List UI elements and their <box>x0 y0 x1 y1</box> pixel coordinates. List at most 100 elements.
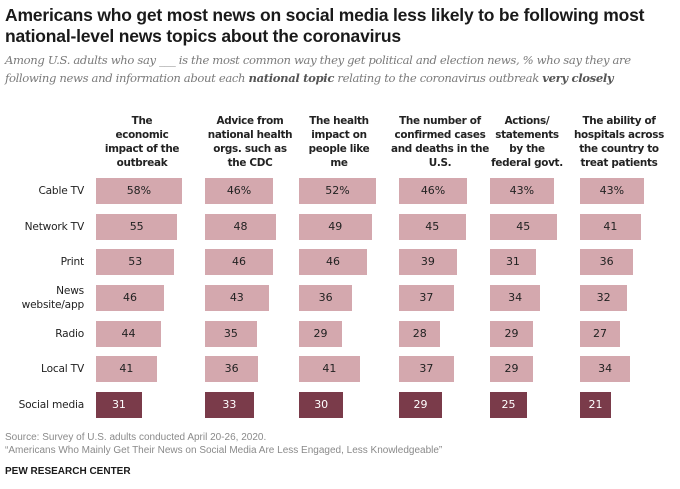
bar <box>299 392 344 418</box>
chart-title: Americans who get most news on social me… <box>5 5 645 46</box>
column-header: Actions/statements by the federal govt. <box>472 114 582 170</box>
bar-value-label: 43% <box>599 184 625 197</box>
bar-value-label: 41 <box>603 220 618 233</box>
bar-value-label: 36 <box>224 362 239 375</box>
column-header: Advice from national health orgs. such as t… <box>195 114 305 170</box>
bar-value-label: 41 <box>119 362 134 375</box>
bar-value-label: 29 <box>504 362 519 375</box>
bar-value-label: 28 <box>412 327 427 340</box>
bar <box>205 178 274 204</box>
bar <box>580 214 641 240</box>
bar <box>399 178 468 204</box>
bar <box>399 321 441 347</box>
column-header-line: the CDC <box>227 157 273 169</box>
bar <box>490 249 536 275</box>
bar-value-label: 32 <box>596 291 611 304</box>
bar <box>580 321 620 347</box>
bar <box>96 321 162 347</box>
row-label: Network TV <box>0 220 85 234</box>
column-header-line: people like <box>308 143 370 155</box>
column-header-line: impact of the <box>104 143 180 155</box>
column-header-line: The number of <box>399 115 481 127</box>
row-label-line: Social media <box>18 399 85 411</box>
row-label: Radio <box>0 327 84 341</box>
column-header: The economic impact of the outbreak <box>87 114 197 170</box>
bar-value-label: 48 <box>233 220 248 233</box>
bar-value-label: 35 <box>223 327 238 340</box>
bar <box>205 356 259 382</box>
column-header-line: economic <box>115 129 169 141</box>
bar <box>205 249 274 275</box>
subtitle-text-1: Among U.S. adults who say ___ is the mos… <box>5 53 631 85</box>
bar-value-label: 36 <box>318 291 333 304</box>
bar-value-label: 36 <box>599 255 614 268</box>
bar <box>490 285 541 311</box>
row-label: Social media <box>0 398 85 412</box>
report-title: “Americans Who Mainly Get Their News on … <box>5 445 443 456</box>
bar <box>299 356 360 382</box>
bar <box>96 356 157 382</box>
bar <box>205 392 254 418</box>
bar-value-label: 46% <box>420 184 446 197</box>
column-header-line: the country to <box>579 143 659 155</box>
bar-value-label: 44 <box>121 327 136 340</box>
bar-value-label: 43% <box>509 184 535 197</box>
bar <box>299 285 353 311</box>
bar-value-label: 33 <box>222 398 237 411</box>
bar <box>299 214 372 240</box>
row-label: Local TV <box>0 362 84 376</box>
bar <box>399 285 454 311</box>
bar-value-label: 45 <box>425 220 440 233</box>
column-header-line: orgs. such as <box>213 143 287 155</box>
bar-value-label: 55 <box>129 220 144 233</box>
bar-value-label: 41 <box>322 362 337 375</box>
bar-value-label: 37 <box>419 291 434 304</box>
bar-value-label: 49 <box>328 220 343 233</box>
bar <box>399 392 442 418</box>
subtitle-bold-national-topic: national topic <box>248 71 335 85</box>
bar <box>205 321 257 347</box>
column-header-line: U.S. <box>428 157 452 169</box>
bar-value-label: 34 <box>508 291 523 304</box>
bar <box>490 321 533 347</box>
column-header-line: Actions/ <box>504 115 550 127</box>
column-header-line: Advice from <box>216 115 284 127</box>
bar-value-label: 29 <box>313 327 328 340</box>
bar <box>490 356 533 382</box>
column-header-line: federal govt. <box>491 157 563 169</box>
column-header-line: outbreak <box>116 157 168 169</box>
row-label: News website/app <box>0 284 85 312</box>
row-label-line: Cable TV <box>38 185 84 197</box>
bar-value-label: 39 <box>420 255 435 268</box>
row-label-line: Network TV <box>24 221 85 233</box>
bar-value-label: 29 <box>504 327 519 340</box>
column-header-line: The health <box>309 115 369 127</box>
bar <box>96 178 182 204</box>
bar-value-label: 34 <box>598 362 613 375</box>
row-label-line: News <box>56 285 84 297</box>
column-header-line: The <box>131 115 153 127</box>
row-label-line: Radio <box>55 328 84 340</box>
row-label-line: Print <box>60 256 85 268</box>
row-label-line: Local TV <box>41 363 84 375</box>
bar <box>399 249 457 275</box>
bar <box>299 178 376 204</box>
bar-value-label: 45 <box>516 220 531 233</box>
bar-value-label: 46 <box>123 291 138 304</box>
bar <box>490 214 557 240</box>
bar <box>96 249 175 275</box>
subtitle-text-2: relating to the coronavirus outbreak <box>334 71 543 85</box>
bar <box>96 285 165 311</box>
bar <box>299 249 368 275</box>
bar-value-label: 37 <box>419 362 434 375</box>
bar-value-label: 27 <box>592 327 607 340</box>
column-header-line: hospitals across <box>573 129 665 141</box>
column-header-line: impact on <box>311 129 367 141</box>
subtitle-bold-very-closely: very closely <box>542 71 614 85</box>
column-header-line: The ability of <box>582 115 656 127</box>
row-label: Cable TV <box>0 184 84 198</box>
bar <box>205 214 277 240</box>
pew-logo-text: PEW RESEARCH CENTER <box>5 466 131 477</box>
column-header: The number of confirmed cases and deaths i… <box>385 114 495 170</box>
bar <box>580 249 634 275</box>
